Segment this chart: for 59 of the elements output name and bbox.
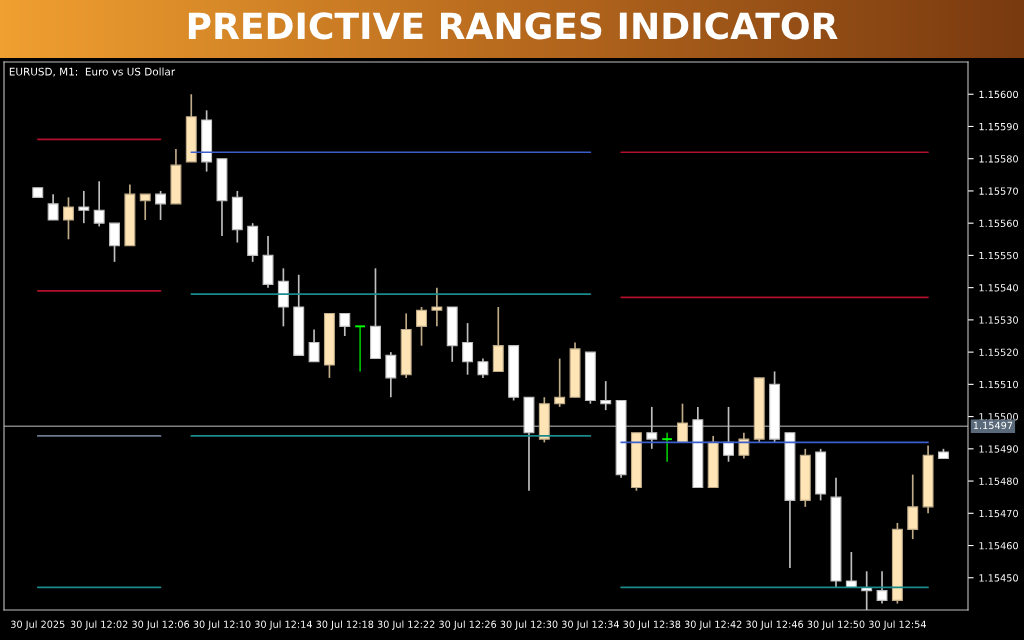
x-tick-label: 30 Jul 12:46 bbox=[746, 620, 804, 630]
y-tick-label: 1.15480 bbox=[979, 477, 1018, 485]
candlestick bbox=[876, 570, 888, 605]
x-tick-label: 30 Jul 12:22 bbox=[377, 620, 435, 630]
y-tick-label: 1.15520 bbox=[979, 348, 1018, 356]
y-tick-label: 1.15490 bbox=[979, 445, 1018, 453]
x-tick-label: 30 Jul 12:10 bbox=[193, 620, 251, 630]
candlestick bbox=[677, 402, 688, 444]
x-tick-label: 30 Jul 12:06 bbox=[132, 620, 190, 630]
candlestick bbox=[93, 180, 105, 228]
candlestick bbox=[600, 380, 612, 411]
candlestick bbox=[462, 322, 474, 376]
candlestick bbox=[416, 306, 427, 347]
candlestick bbox=[308, 328, 320, 363]
candlestick bbox=[845, 551, 857, 589]
candlestick bbox=[139, 193, 151, 221]
candlestick bbox=[431, 286, 443, 328]
y-tick-label: 1.15460 bbox=[979, 542, 1018, 550]
x-tick-label: 30 Jul 12:14 bbox=[254, 620, 312, 630]
ref-line-label: 1.15497 bbox=[973, 421, 1013, 430]
y-tick-label: 1.15580 bbox=[979, 155, 1018, 163]
x-tick-label: 30 Jul 12:18 bbox=[316, 620, 374, 630]
y-tick-label: 1.15450 bbox=[979, 574, 1018, 582]
x-tick-label: 30 Jul 12:02 bbox=[70, 620, 128, 630]
candlestick bbox=[63, 196, 74, 241]
chart-subtitle: EURUSD, M1: Euro vs US Dollar bbox=[9, 67, 176, 77]
candlestick bbox=[738, 431, 750, 460]
x-tick-label: 30 Jul 12:54 bbox=[868, 620, 926, 630]
candlestick bbox=[155, 190, 167, 221]
candlestick bbox=[354, 325, 367, 373]
candlestick bbox=[47, 193, 59, 221]
candlestick bbox=[907, 473, 919, 540]
y-tick-label: 1.15550 bbox=[979, 251, 1018, 260]
x-tick-label: 30 Jul 12:38 bbox=[623, 620, 681, 630]
x-tick-label: 30 Jul 12:34 bbox=[561, 620, 619, 630]
candlestick bbox=[109, 222, 120, 263]
y-tick-label: 1.15510 bbox=[979, 380, 1018, 389]
candlestick bbox=[554, 357, 566, 408]
candlestick bbox=[385, 351, 397, 399]
y-tick-label: 1.15560 bbox=[979, 219, 1018, 228]
candlestick bbox=[339, 312, 351, 337]
y-tick-label: 1.15500 bbox=[979, 413, 1018, 421]
x-tick-label: 30 Jul 12:30 bbox=[500, 620, 558, 630]
x-tick-label: 30 Jul 2025 bbox=[11, 620, 65, 630]
candlestick bbox=[723, 406, 735, 463]
candlestick bbox=[646, 406, 658, 450]
y-tick-label: 1.15540 bbox=[979, 284, 1018, 292]
y-tick-label: 1.15470 bbox=[979, 509, 1018, 518]
x-tick-label: 30 Jul 12:42 bbox=[684, 620, 742, 630]
y-tick-label: 1.15530 bbox=[979, 316, 1018, 324]
x-tick-label: 30 Jul 12:26 bbox=[439, 620, 497, 630]
y-tick-label: 1.15600 bbox=[979, 90, 1018, 99]
candlestick bbox=[661, 431, 674, 463]
candlestick bbox=[477, 357, 489, 379]
y-tick-label: 1.15590 bbox=[979, 122, 1018, 131]
candlestick bbox=[78, 190, 90, 225]
chart-title: PREDICTIVE RANGES INDICATOR bbox=[188, 12, 838, 40]
x-tick-label: 30 Jul 12:50 bbox=[807, 620, 865, 630]
y-tick-label: 1.15570 bbox=[979, 187, 1018, 195]
